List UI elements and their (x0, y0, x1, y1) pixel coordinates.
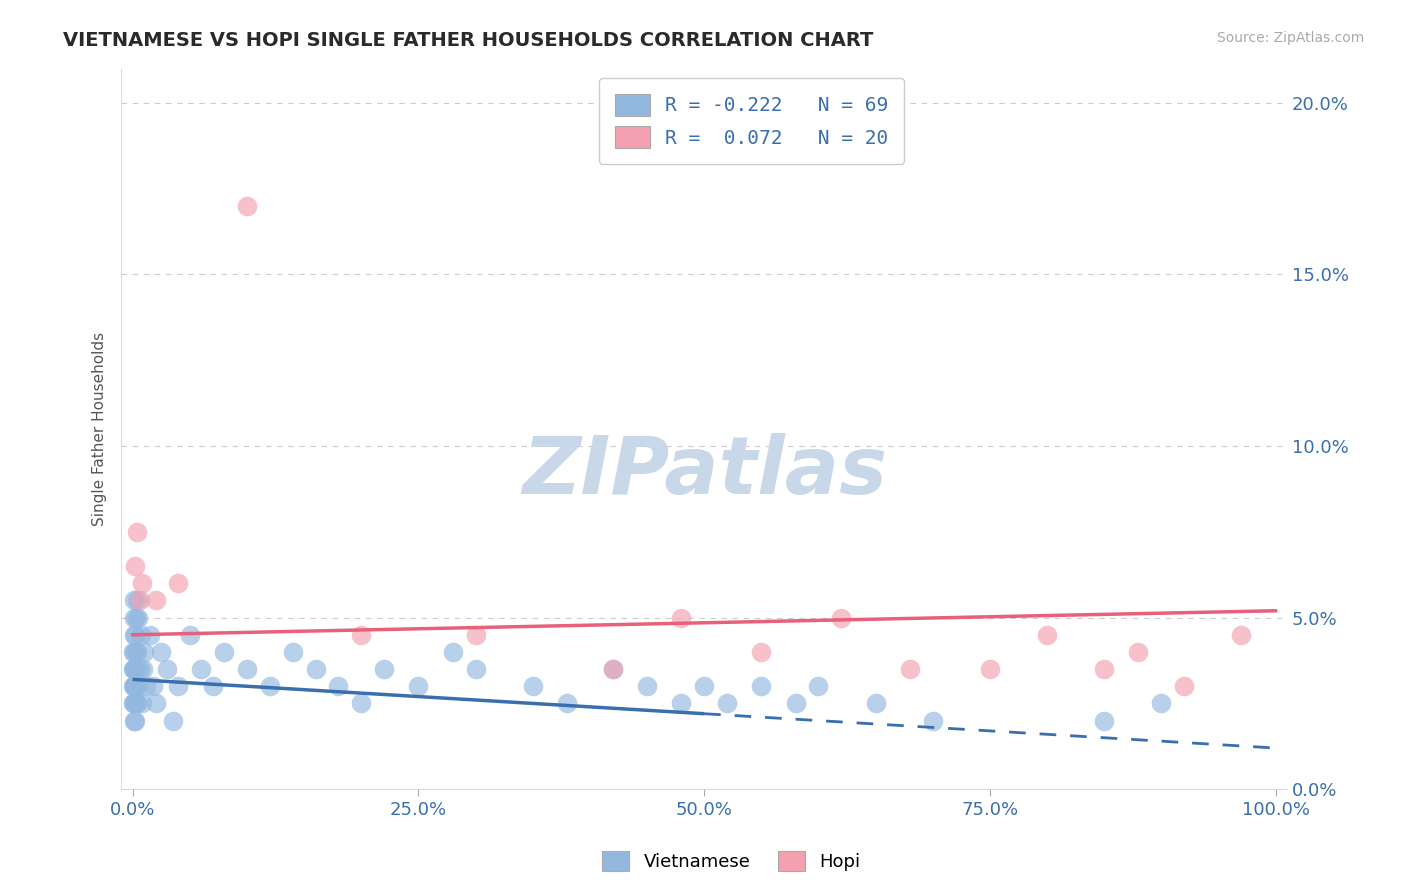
Point (201, 679, 224, 693)
Point (636, 679, 658, 693)
Point (1092, 714, 1115, 728)
Point (304, 662, 326, 676)
Point (127, 679, 149, 693)
Point (1128, 645, 1150, 659)
Point (464, 662, 486, 676)
Point (190, 662, 212, 676)
Legend: R = -0.222   N = 69, R =  0.072   N = 20: R = -0.222 N = 69, R = 0.072 N = 20 (599, 78, 904, 164)
Point (408, 679, 430, 693)
Point (122, 714, 145, 728)
Point (125, 662, 148, 676)
Point (128, 662, 150, 676)
Point (125, 593, 148, 607)
Point (602, 662, 624, 676)
Point (124, 559, 146, 574)
Point (129, 628, 152, 642)
Point (124, 679, 146, 693)
Point (179, 628, 201, 642)
Point (259, 679, 281, 693)
Point (128, 593, 150, 607)
Point (135, 679, 157, 693)
Point (979, 662, 1001, 676)
Point (1230, 628, 1253, 642)
Point (145, 593, 167, 607)
Y-axis label: Single Father Households: Single Father Households (93, 332, 107, 526)
Point (167, 576, 190, 591)
Point (132, 662, 155, 676)
Point (127, 524, 149, 539)
Point (865, 697, 887, 711)
Point (124, 714, 146, 728)
Point (693, 679, 716, 693)
Point (122, 679, 145, 693)
Point (127, 610, 149, 624)
Point (124, 593, 146, 607)
Point (122, 645, 145, 659)
Point (328, 679, 350, 693)
Point (1036, 628, 1059, 642)
Point (1092, 662, 1115, 676)
Text: Source: ZipAtlas.com: Source: ZipAtlas.com (1216, 31, 1364, 45)
Point (124, 679, 146, 693)
Text: ZIPatlas: ZIPatlas (522, 434, 887, 511)
Point (555, 697, 578, 711)
Point (749, 645, 772, 659)
Point (156, 662, 179, 676)
Point (122, 628, 145, 642)
Point (124, 628, 146, 642)
Point (807, 679, 830, 693)
Point (125, 697, 148, 711)
Point (441, 645, 464, 659)
Point (139, 628, 162, 642)
Point (921, 714, 943, 728)
Point (1173, 679, 1195, 693)
Point (127, 645, 149, 659)
Point (127, 697, 149, 711)
Point (122, 697, 145, 711)
Point (464, 628, 486, 642)
Legend: Vietnamese, Hopi: Vietnamese, Hopi (595, 844, 868, 879)
Point (1150, 697, 1173, 711)
Point (122, 679, 145, 693)
Point (150, 645, 173, 659)
Point (122, 610, 145, 624)
Point (167, 679, 190, 693)
Point (142, 679, 165, 693)
Point (785, 697, 807, 711)
Point (522, 679, 544, 693)
Point (145, 697, 167, 711)
Point (131, 576, 153, 591)
Point (131, 697, 153, 711)
Text: VIETNAMESE VS HOPI SINGLE FATHER HOUSEHOLDS CORRELATION CHART: VIETNAMESE VS HOPI SINGLE FATHER HOUSEHO… (63, 31, 873, 50)
Point (716, 697, 738, 711)
Point (124, 662, 146, 676)
Point (122, 662, 145, 676)
Point (236, 662, 259, 676)
Point (122, 662, 145, 676)
Point (125, 645, 148, 659)
Point (236, 199, 259, 213)
Point (671, 697, 693, 711)
Point (602, 662, 624, 676)
Point (749, 679, 772, 693)
Point (212, 645, 235, 659)
Point (122, 697, 145, 711)
Point (124, 697, 146, 711)
Point (124, 610, 146, 624)
Point (350, 697, 373, 711)
Point (830, 610, 852, 624)
Point (373, 662, 395, 676)
Point (671, 610, 693, 624)
Point (162, 714, 184, 728)
Point (122, 645, 145, 659)
Point (350, 628, 373, 642)
Point (122, 679, 145, 693)
Point (898, 662, 921, 676)
Point (132, 645, 155, 659)
Point (281, 645, 304, 659)
